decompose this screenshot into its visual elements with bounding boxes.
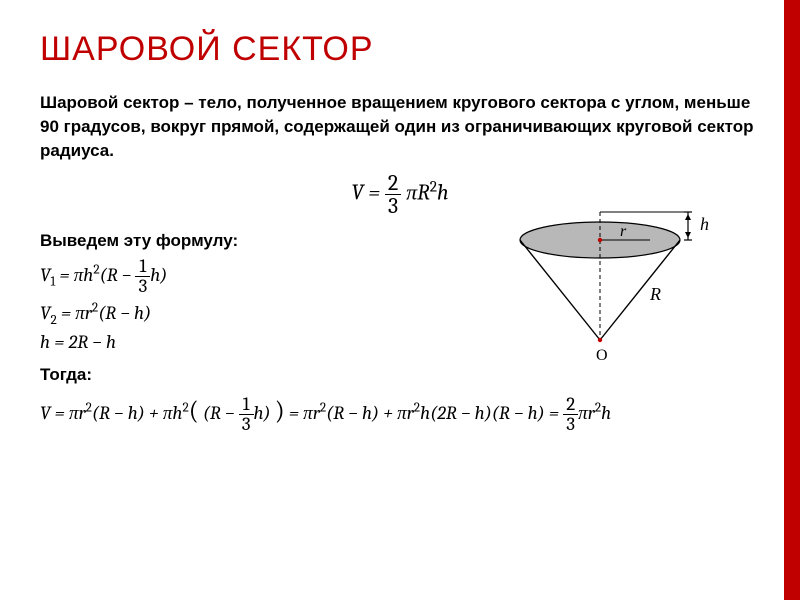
accent-bar xyxy=(784,0,800,600)
fraction: 23 xyxy=(563,395,578,434)
sector-diagram: h r R O xyxy=(500,200,720,370)
label-h: h xyxy=(700,214,709,234)
fraction: 13 xyxy=(135,257,150,296)
definition-text: Шаровой сектор – тело, полученное вращен… xyxy=(40,91,760,162)
fraction: 13 xyxy=(239,395,254,434)
label-big-r: R xyxy=(649,284,661,304)
formula-lhs: V = xyxy=(351,180,380,206)
label-r: r xyxy=(620,223,627,240)
formula-final: V = πr2(R − h) + πh2( (R − 13h) ) = πr2(… xyxy=(40,395,760,434)
formula-rest: πR xyxy=(406,180,430,206)
label-o: O xyxy=(596,347,608,364)
page-title: ШАРОВОЙ СЕКТОР xyxy=(40,30,760,69)
fraction: 2 3 xyxy=(385,172,401,217)
